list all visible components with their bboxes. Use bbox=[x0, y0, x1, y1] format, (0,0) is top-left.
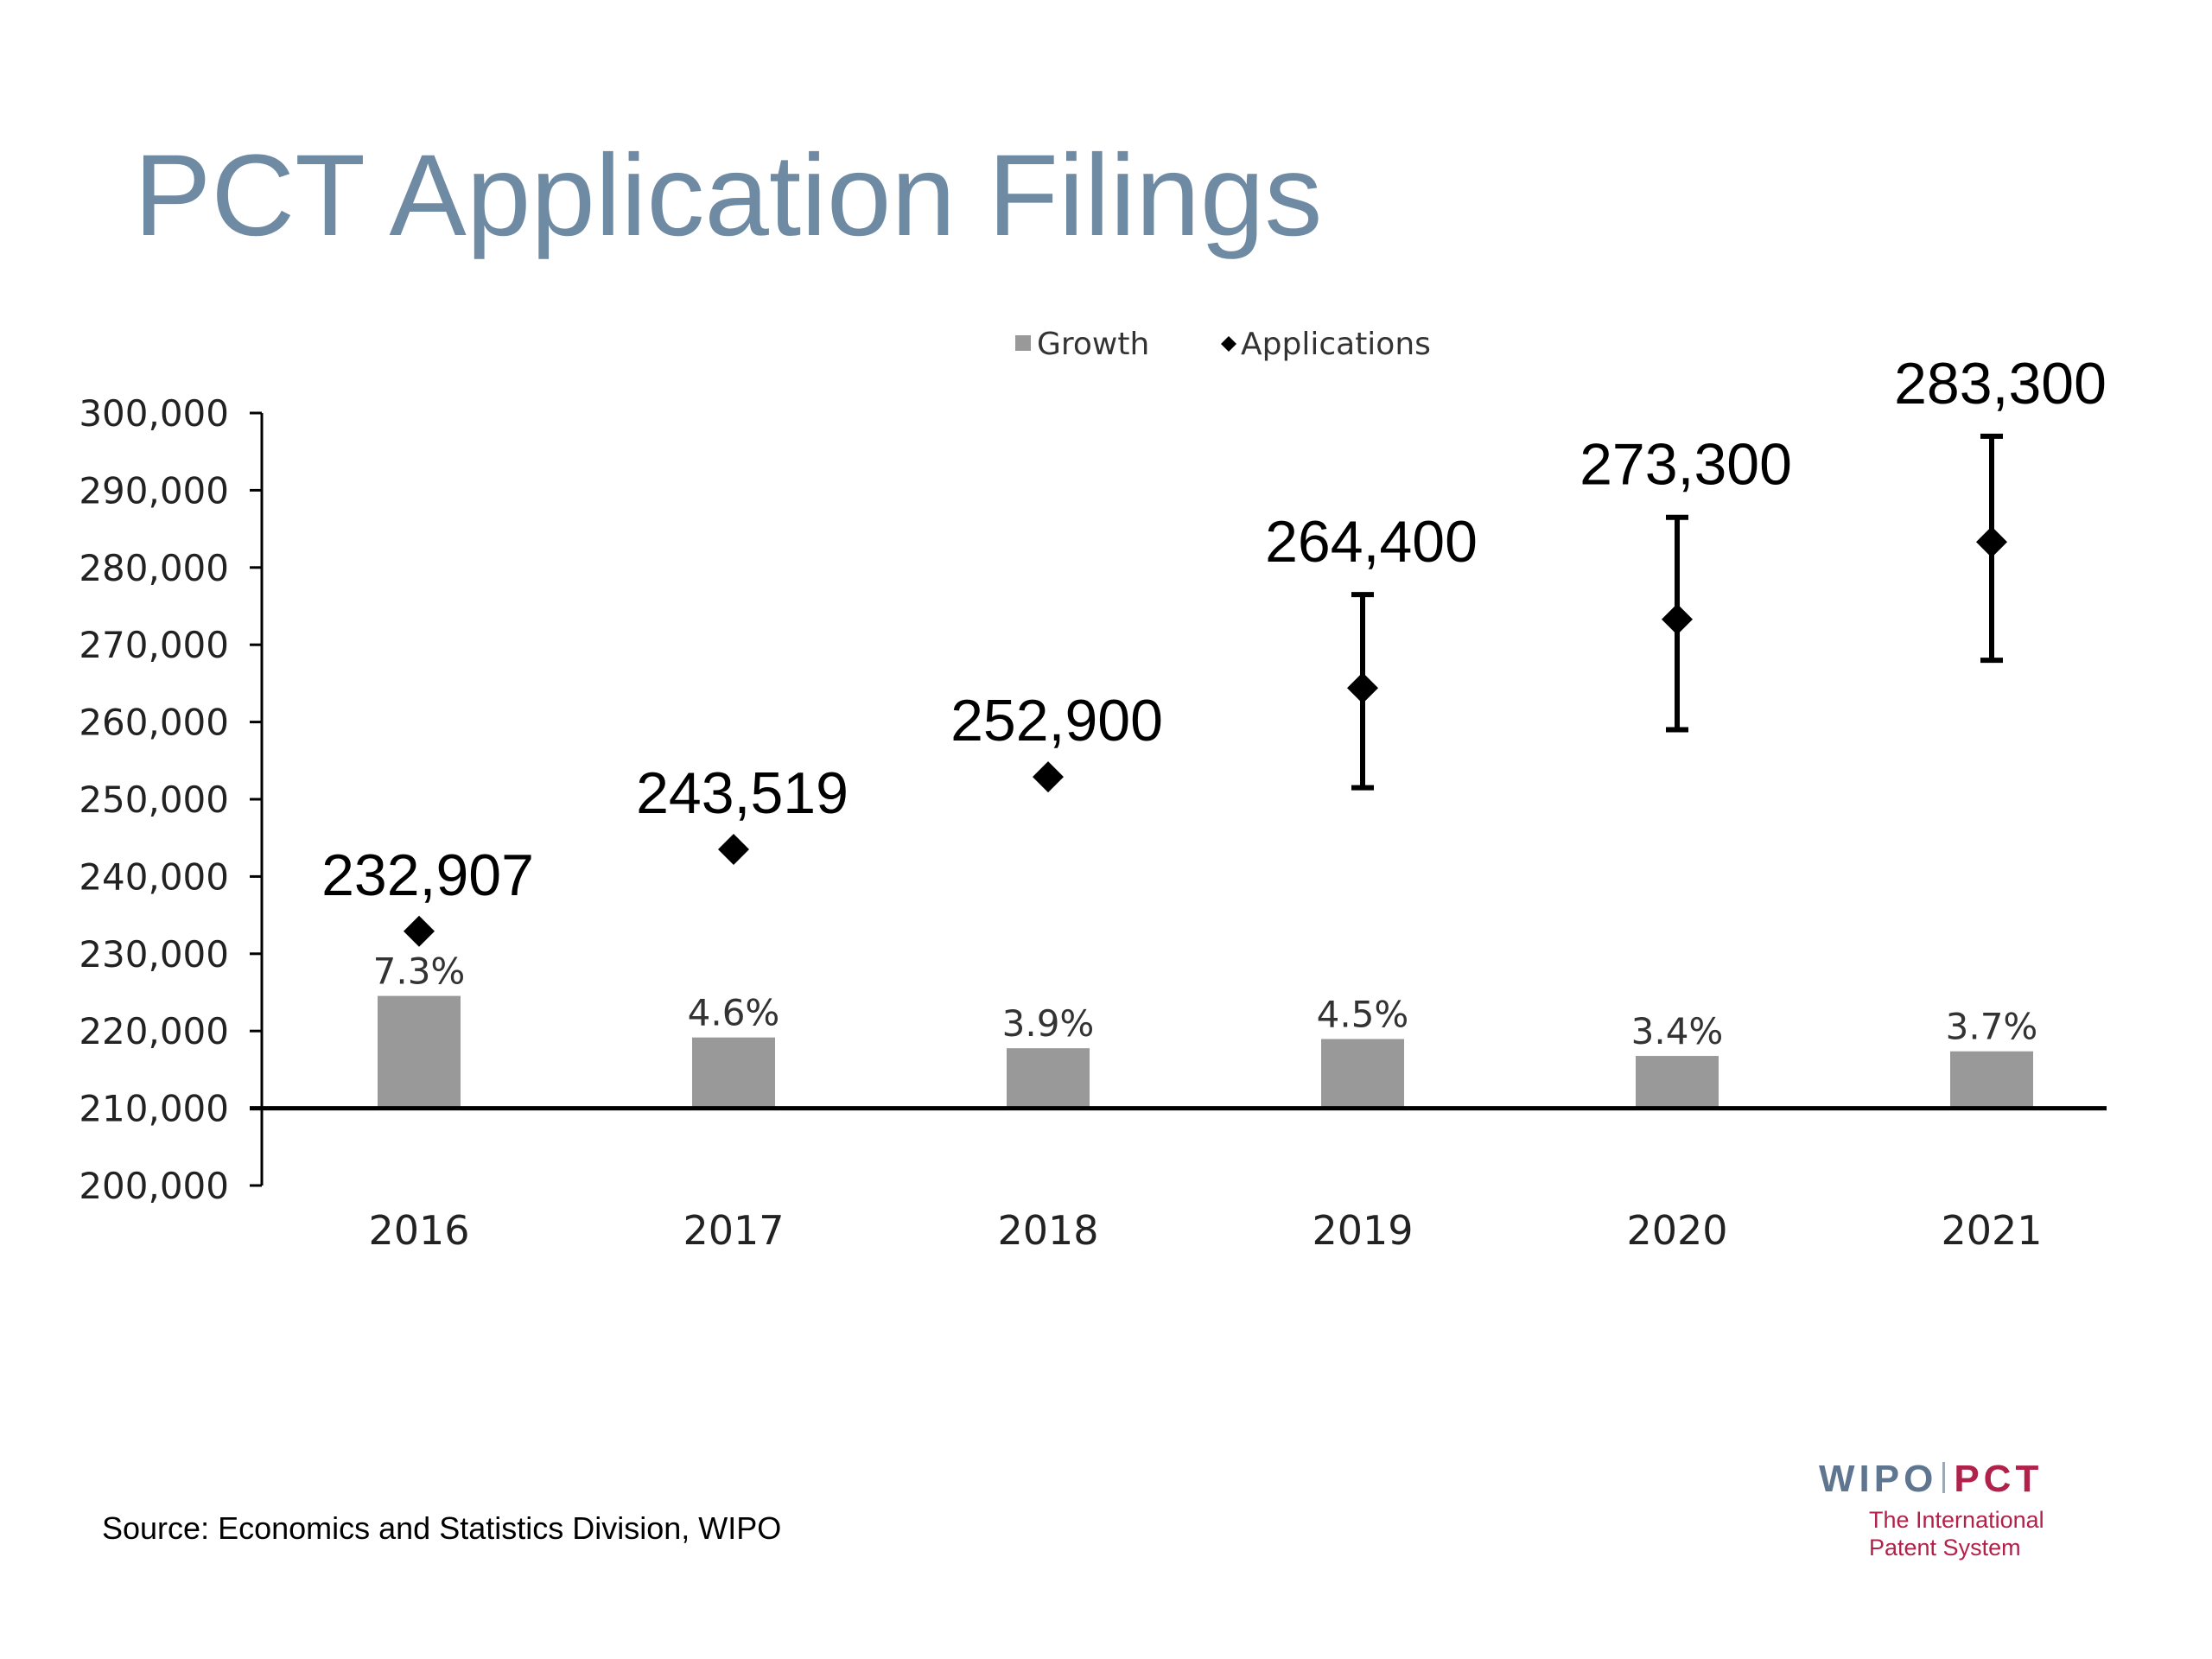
logo-divider bbox=[1942, 1462, 1946, 1493]
legend-growth-swatch bbox=[1015, 335, 1031, 351]
y-tick-label: 290,000 bbox=[79, 469, 229, 512]
application-value-label: 252,900 bbox=[950, 688, 1163, 753]
y-tick-label: 220,000 bbox=[79, 1010, 229, 1052]
logo-wipo: WIPO bbox=[1819, 1458, 1938, 1500]
logo-pct: PCT bbox=[1954, 1458, 2044, 1500]
x-tick-label: 2021 bbox=[1941, 1207, 2042, 1254]
application-value-label: 264,400 bbox=[1265, 509, 1478, 575]
application-marker bbox=[718, 833, 749, 865]
application-value-label: 273,300 bbox=[1580, 432, 1792, 498]
y-tick-label: 240,000 bbox=[79, 855, 229, 898]
growth-bar bbox=[378, 995, 461, 1109]
growth-bar-label: 4.6% bbox=[688, 992, 780, 1034]
application-value-label: 283,300 bbox=[1894, 351, 2107, 416]
application-marker bbox=[1976, 526, 2007, 558]
y-tick-label: 300,000 bbox=[79, 392, 229, 435]
logo-tagline: The International Patent System bbox=[1869, 1507, 2087, 1562]
growth-bar-label: 3.9% bbox=[1002, 1002, 1095, 1045]
growth-bar-label: 3.4% bbox=[1631, 1010, 1724, 1052]
x-tick-label: 2019 bbox=[1312, 1207, 1413, 1254]
y-tick-label: 210,000 bbox=[79, 1088, 229, 1130]
growth-bar-label: 4.5% bbox=[1317, 993, 1409, 1035]
y-tick-label: 230,000 bbox=[79, 933, 229, 976]
legend-growth-label: Growth bbox=[1037, 327, 1149, 362]
legend-applications-label: Applications bbox=[1241, 327, 1431, 362]
application-marker bbox=[1347, 672, 1378, 704]
slide-title: PCT Application Filings bbox=[134, 131, 1323, 260]
logo-tagline-line2: Patent System bbox=[1869, 1534, 2021, 1560]
growth-bar-label: 7.3% bbox=[373, 950, 466, 993]
y-tick-label: 250,000 bbox=[79, 779, 229, 821]
logo-tagline-line1: The International bbox=[1869, 1507, 2044, 1533]
y-tick-label: 270,000 bbox=[79, 624, 229, 666]
y-tick-label: 280,000 bbox=[79, 547, 229, 589]
source-note: Source: Economics and Statistics Divisio… bbox=[102, 1510, 782, 1546]
x-tick-label: 2016 bbox=[368, 1207, 469, 1254]
x-tick-label: 2017 bbox=[683, 1207, 784, 1254]
logo-wordmark: WIPO PCT bbox=[1819, 1460, 2087, 1498]
growth-bar-label: 3.7% bbox=[1946, 1006, 2038, 1048]
application-marker bbox=[1033, 761, 1064, 793]
growth-bar bbox=[1950, 1051, 2033, 1109]
application-marker bbox=[404, 915, 435, 947]
legend-applications-marker bbox=[1221, 336, 1236, 352]
growth-bar bbox=[1321, 1039, 1404, 1109]
growth-bar bbox=[1636, 1056, 1719, 1109]
application-marker bbox=[1662, 603, 1693, 635]
y-tick-label: 200,000 bbox=[79, 1165, 229, 1207]
growth-bar bbox=[1007, 1048, 1090, 1109]
wipo-pct-logo: WIPO PCT The International Patent System bbox=[1819, 1460, 2087, 1562]
y-tick-label: 260,000 bbox=[79, 702, 229, 744]
x-tick-label: 2018 bbox=[997, 1207, 1098, 1254]
x-tick-label: 2020 bbox=[1626, 1207, 1727, 1254]
application-value-label: 243,519 bbox=[636, 760, 849, 826]
application-value-label: 232,907 bbox=[321, 842, 534, 908]
growth-bar bbox=[692, 1037, 775, 1109]
